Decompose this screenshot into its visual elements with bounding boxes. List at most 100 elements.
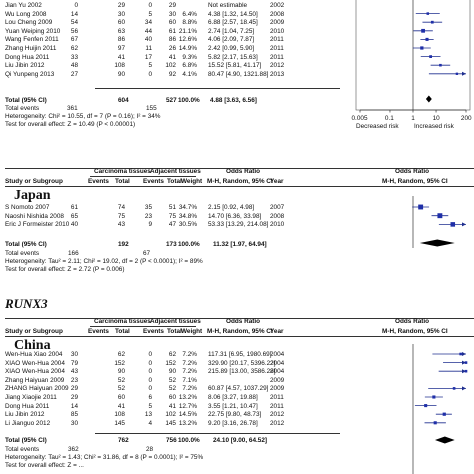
panel3-top-rule [5,318,474,319]
total-carcinoma: 108 [114,62,125,70]
total-carcinoma: 52 [117,376,125,384]
point-estimate [450,222,456,227]
point-estimate [464,369,468,373]
table-row: Lou Cheng 2009 54 60 34 60 8.8% 6.88 [2.57, 18… [0,18,474,27]
total-carcinoma: 152 [114,359,125,367]
panel2-heterogeneity: Heterogeneity: Tau² = 2.11; Chi² = 19.02… [5,258,203,265]
weight: 13.2% [178,394,197,401]
panel3-total-label: Total (95% CI) [5,437,47,444]
panel2-header-rule [5,186,474,187]
table-row: Dong Hua 2011 14 41 5 41 12.7% 3.55 [1.21, 10.… [0,402,474,411]
study-name: Wang Fenfen 2011 [5,36,59,44]
total-carcinoma: 30 [117,10,125,18]
panel1-overall: Test for overall effect: Z = 10.49 (P < … [5,121,136,128]
panel2-col-events: Events [88,178,109,185]
events-adjacent: 44 [144,27,152,35]
table-row: Dong Hua 2011 33 41 17 41 9.3% 5.82 [2.17, 15.… [0,53,474,62]
point-estimate [455,72,459,75]
odds-ratio-ci: 14.70 [6.36, 33.98] [208,212,262,220]
point-estimate [424,404,428,408]
weight: 4.1% [182,70,197,78]
total-adjacent: 52 [168,385,176,393]
total-adjacent: 90 [168,368,176,376]
panel3-heterogeneity: Heterogeneity: Tau² = 1.43; Chi² = 31.86… [5,454,204,461]
panel1-events-label: Total events [5,105,40,112]
events-adjacent: 11 [145,45,152,52]
panel2-total-t1: 192 [118,241,129,248]
year: 2011 [270,53,284,61]
year: 2012 [270,62,285,70]
study-name: Wen-Hua Xiao 2004 [5,351,63,358]
panel3-col-weight: Weight [181,328,203,335]
panel3-events-label: Total events [5,446,40,453]
table-row: Liu Jibin 2012 85 108 13 102 14.5% 22.75 [9.80… [0,410,474,419]
panel2-top-rule [5,168,474,169]
total-carcinoma: 41 [117,402,125,410]
panel1-total-label: Total (95% CI) [5,97,47,104]
point-estimate [452,387,456,390]
panel2-or-header-right: Odds Ratio [395,168,430,175]
panel1-events-row: Total events 361 155 [0,104,474,113]
year: 2002 [270,2,285,9]
total-carcinoma: 41 [117,53,125,61]
year: 2010 [270,27,285,35]
study-name: Zhang Haiyuan 2009 [5,376,65,384]
events-adjacent: 0 [148,376,152,384]
year: 2009 [270,19,285,27]
study-name: Jiang Xiaojie 2011 [5,394,57,401]
table-row: Zhang Huijin 2011 62 97 11 26 14.9% 2.42 [0.99… [0,44,474,53]
ci-arrow [462,369,466,374]
events-carcinoma: 23 [70,376,78,384]
year: 2004 [270,368,285,376]
panel3-or-header-right: Odds Ratio [395,318,430,325]
panel2-col-method: M-H, Random, 95% CI [207,178,273,185]
total-carcinoma: 29 [117,2,125,9]
events-carcinoma: 29 [70,385,78,393]
events-carcinoma: 54 [70,19,78,27]
total-adjacent: 51 [168,204,176,211]
events-carcinoma: 48 [70,62,78,70]
panel3-header-rule [5,336,474,337]
odds-ratio-ci: 2.74 [1.04, 7.25] [208,27,255,35]
events-carcinoma: 29 [70,394,78,401]
point-estimate [442,412,446,416]
ci-arrow [462,386,466,391]
events-carcinoma: 30 [70,351,78,358]
panel1-axis-right-label: Increased risk [414,123,454,130]
events-carcinoma: 33 [70,53,78,61]
point-estimate [420,46,424,50]
study-name: Dong Hua 2011 [5,402,50,410]
odds-ratio-ci: 9.20 [3.16, 26.78] [208,419,258,427]
panel1-axis-labels: Decreased risk Increased risk [0,122,474,131]
panel3-total-t2: 756 [166,437,177,444]
ci-arrow [462,71,466,76]
table-row: S Nomoto 2007 61 74 35 51 34.7% 2.15 [0.92, 4.… [0,203,474,212]
events-carcinoma: 27 [70,70,78,78]
table-row: Wu Long 2008 14 30 5 30 6.4% 4.38 [1.32, 14.50… [0,10,474,19]
total-carcinoma: 62 [117,351,125,358]
total-carcinoma: 74 [117,204,125,211]
events-carcinoma: 61 [70,204,78,211]
events-carcinoma: 79 [70,359,78,367]
weight: 7.1% [182,376,197,384]
total-adjacent: 30 [168,10,176,18]
year: 2009 [270,376,285,384]
table-row: Liu Jibin 2012 48 108 5 102 6.8% 15.52 [5.81, … [0,61,474,70]
panel1-total-t2: 527 [166,97,177,104]
events-adjacent: 4 [148,419,152,427]
total-carcinoma: 90 [117,70,125,78]
panel2-group-rule [90,176,196,177]
weight: 34.8% [178,212,197,220]
table-row: XIAO Wen-Hua 2004 79 152 0 152 7.2% 329.90 [20… [0,359,474,368]
panel3-events-1: 362 [68,446,79,453]
total-adjacent: 26 [168,45,176,52]
events-adjacent: 17 [144,53,152,61]
panel3-group-rule [90,326,196,327]
odds-ratio-ci: 80.47 [4.90, 1321.88] [208,70,269,78]
table-row: Naoshi Nishida 2008 65 75 23 75 34.8% 14.70 [6… [0,212,474,221]
events-adjacent: 34 [144,19,152,27]
total-carcinoma: 75 [117,212,125,220]
total-carcinoma: 90 [117,368,125,376]
events-carcinoma: 67 [70,36,78,44]
